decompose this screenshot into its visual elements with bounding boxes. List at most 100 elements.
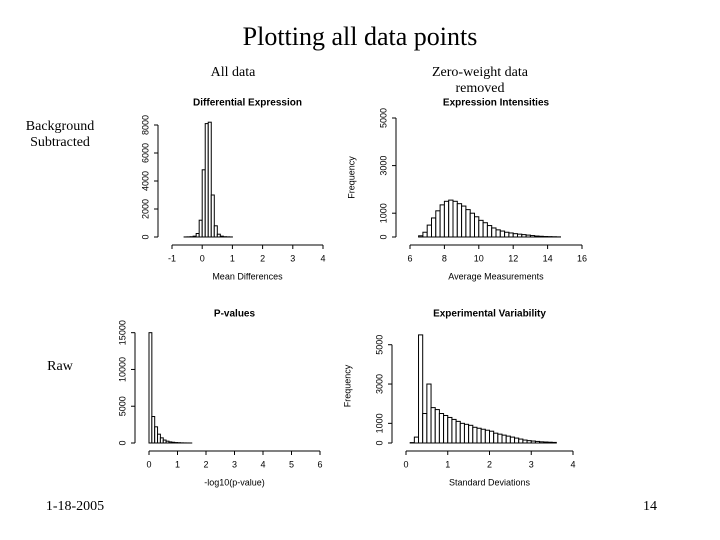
- y-axis-label: Frequency: [346, 156, 356, 199]
- bar: [459, 422, 465, 444]
- x-tick-label: 14: [543, 253, 553, 263]
- bar: [210, 194, 215, 238]
- y-axis-label: Frequency: [342, 364, 352, 407]
- row-label: Background Subtracted: [25, 119, 95, 150]
- bar: [451, 418, 457, 444]
- x-axis-label: Average Measurements: [448, 271, 544, 281]
- x-tick-label: 4: [260, 459, 265, 469]
- bar: [434, 409, 440, 444]
- bar: [499, 230, 506, 238]
- y-tick-label: 0: [117, 440, 127, 445]
- bar: [501, 434, 507, 444]
- y-tick-label: 1000: [374, 413, 384, 433]
- x-axis-label: -log10(p-value): [204, 477, 265, 487]
- chart-title: P-values: [214, 309, 256, 320]
- page-number: 14: [643, 499, 657, 514]
- bar: [430, 407, 436, 444]
- bar: [448, 199, 454, 238]
- y-tick-label: 3000: [378, 156, 388, 176]
- bar: [455, 420, 461, 444]
- bar: [525, 234, 531, 238]
- bar: [418, 235, 424, 238]
- x-axis-label: Standard Deviations: [449, 477, 531, 487]
- date: 1-18-2005: [45, 499, 105, 514]
- bar: [551, 441, 557, 444]
- bar: [495, 229, 501, 238]
- bar: [476, 427, 482, 444]
- bar: [468, 424, 474, 444]
- bar: [426, 224, 433, 238]
- bar: [509, 436, 516, 444]
- bar: [456, 203, 463, 238]
- x-tick-label: 3: [232, 459, 237, 469]
- x-tick-label: 0: [146, 459, 151, 469]
- x-tick-label: 8: [442, 253, 447, 263]
- bar: [422, 231, 428, 238]
- bar: [484, 429, 491, 444]
- chart-title: Differential Expression: [193, 98, 302, 109]
- bar: [514, 437, 520, 444]
- y-tick-label: 5000: [117, 396, 127, 416]
- bar: [526, 440, 532, 444]
- bar: [426, 383, 432, 444]
- y-tick-label: 8000: [140, 115, 150, 135]
- y-tick-label: 5000: [374, 335, 384, 355]
- x-tick-label: 0: [403, 459, 408, 469]
- x-tick-label: 12: [508, 253, 518, 263]
- bar: [493, 432, 499, 444]
- x-tick-label: 1: [230, 253, 235, 263]
- y-tick-label: 0: [140, 234, 150, 239]
- y-tick-label: 2000: [140, 199, 150, 219]
- y-tick-label: 6000: [140, 143, 150, 163]
- bar: [504, 231, 510, 238]
- x-tick-label: 2: [203, 459, 208, 469]
- bar: [438, 413, 445, 444]
- bar: [452, 200, 458, 238]
- bar: [530, 440, 536, 444]
- bar: [447, 416, 453, 444]
- bar: [461, 205, 467, 238]
- bar: [512, 233, 519, 238]
- bar: [148, 332, 153, 444]
- x-axis-label: Mean Differences: [212, 271, 283, 281]
- y-tick-label: 1000: [378, 203, 388, 223]
- x-tick-label: 0: [200, 253, 205, 263]
- y-tick-label: 0: [374, 440, 384, 445]
- bar: [538, 235, 544, 238]
- bar: [478, 219, 484, 238]
- x-tick-label: 16: [577, 253, 587, 263]
- x-tick-label: 3: [290, 253, 295, 263]
- x-tick-label: 4: [570, 459, 575, 469]
- y-tick-label: 0: [378, 234, 388, 239]
- bar: [521, 234, 527, 238]
- y-tick-label: 15000: [117, 320, 127, 345]
- row-label: Raw: [47, 359, 73, 374]
- chart-title: Expression Intensities: [443, 98, 550, 109]
- bar: [534, 440, 541, 444]
- bar: [463, 423, 470, 444]
- bar: [497, 433, 503, 444]
- bar: [472, 426, 478, 444]
- bar: [491, 227, 497, 238]
- bar: [207, 121, 212, 238]
- chart-title: Experimental Variability: [433, 309, 546, 320]
- x-tick-label: 3: [529, 459, 534, 469]
- bar: [439, 204, 445, 238]
- x-tick-label: 4: [320, 253, 325, 263]
- bar: [539, 441, 545, 444]
- x-tick-label: 10: [474, 253, 484, 263]
- bar: [474, 216, 480, 238]
- y-tick-label: 10000: [117, 357, 127, 382]
- y-tick-label: 3000: [374, 374, 384, 394]
- bar: [480, 428, 486, 444]
- bar: [505, 435, 511, 444]
- x-tick-label: 6: [407, 253, 412, 263]
- bar: [522, 439, 528, 444]
- bar: [431, 217, 437, 238]
- x-tick-label: 1: [175, 459, 180, 469]
- bar: [518, 438, 524, 444]
- bar: [486, 225, 493, 238]
- bar: [482, 222, 488, 238]
- x-tick-label: 6: [317, 459, 322, 469]
